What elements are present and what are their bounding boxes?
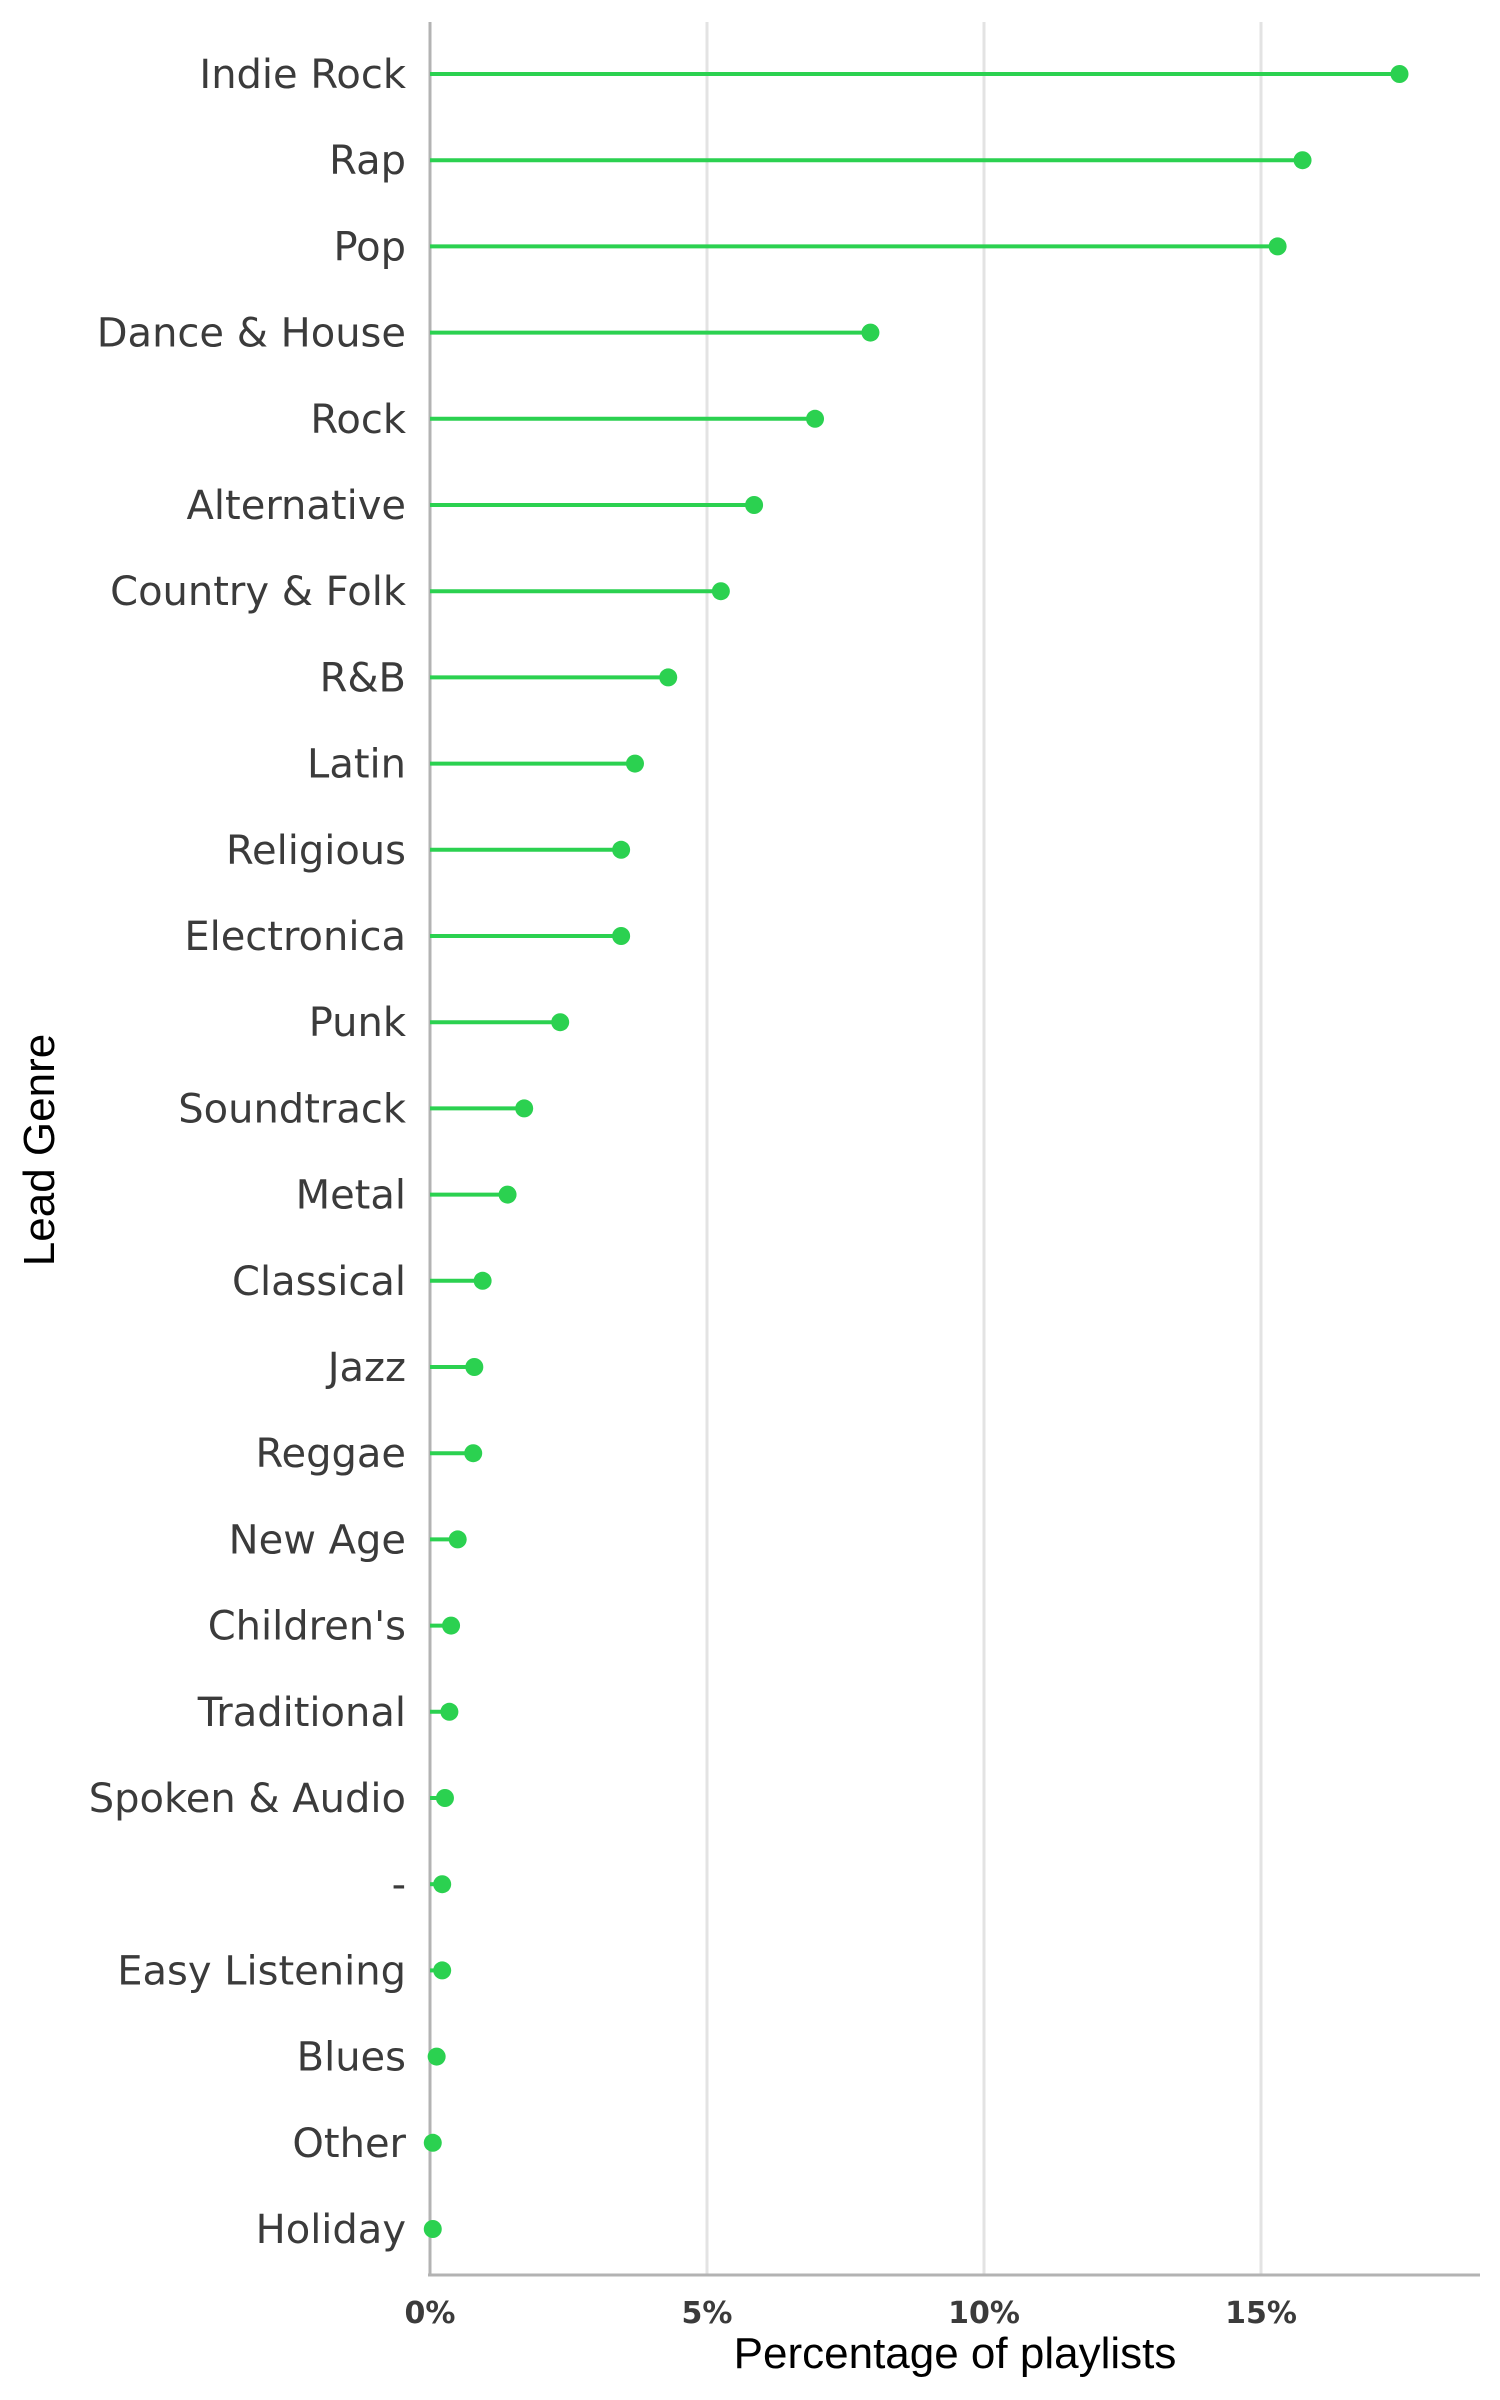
lollipop-dot [711,582,730,601]
lollipop-dot [423,2220,442,2238]
category-label: Easy Listening [117,1948,406,1994]
category-label: New Age [229,1517,406,1563]
category-label: Rock [310,397,406,443]
lollipop-dot [745,496,764,514]
lollipop-dot [440,1702,459,1721]
lollipop-dot [427,2047,446,2066]
category-label: Pop [333,224,406,270]
category-label: Other [292,2121,406,2167]
lollipop-dot [625,754,644,773]
category-label: Holiday [256,2207,406,2253]
x-tick-label: 5% [682,2296,733,2331]
category-labels: Indie Rock Rap Pop Dance & House Rock Alterna… [89,52,407,2253]
category-label: Indie Rock [199,52,406,98]
y-axis-title: Lead Genre [15,1034,64,1266]
lollipop-dot [806,409,825,428]
lollipop-dot [435,1789,454,1807]
category-label: Spoken & Audio [89,1776,406,1822]
lollipop-marks [423,65,1409,2238]
category-label: Rap [329,138,406,184]
gridlines [705,22,1263,2275]
category-label: Latin [307,742,406,788]
lollipop-dot [515,1099,534,1118]
category-label: Reggae [255,1431,406,1477]
lollipop-dot [464,1444,483,1463]
category-label: Religious [226,828,406,874]
category-label: Metal [296,1173,406,1219]
lollipop-dot [1268,237,1287,256]
category-label: Children's [208,1604,406,1650]
x-tick-labels: 0% 5% 10% 15% [405,2296,1297,2331]
category-label: Electronica [184,914,406,960]
category-label: - [392,1862,406,1908]
lollipop-dot [1293,151,1312,170]
category-label: Alternative [187,483,406,529]
lollipop-dot [612,927,631,945]
category-label: Traditional [197,1690,406,1736]
category-label: Dance & House [97,311,406,357]
lollipop-dot [612,840,631,859]
lollipop-dot [433,1961,452,1980]
category-label: Soundtrack [178,1086,407,1132]
x-axis-title: Percentage of playlists [734,2329,1177,2378]
lollipop-dot [465,1358,484,1376]
x-tick-label: 0% [405,2296,456,2331]
category-label: Jazz [325,1345,406,1391]
lollipop-dot [659,668,678,687]
lollipop-dot [1390,65,1409,83]
category-label: Punk [309,1000,407,1046]
lollipop-dot [448,1530,467,1549]
lollipop-dot [473,1271,492,1290]
x-tick-label: 15% [1225,2296,1297,2331]
lollipop-dot [498,1185,517,1204]
category-label: R&B [320,655,406,701]
category-label: Country & Folk [110,569,407,615]
x-tick-label: 10% [948,2296,1020,2331]
lollipop-dot [861,323,880,342]
lollipop-dot [442,1616,461,1635]
category-label: Classical [232,1259,406,1305]
lollipop-dot [433,1875,452,1894]
category-label: Blues [297,2035,406,2081]
lollipop-dot [423,2133,442,2152]
axes [428,22,1480,2277]
lollipop-dot [551,1013,570,1032]
